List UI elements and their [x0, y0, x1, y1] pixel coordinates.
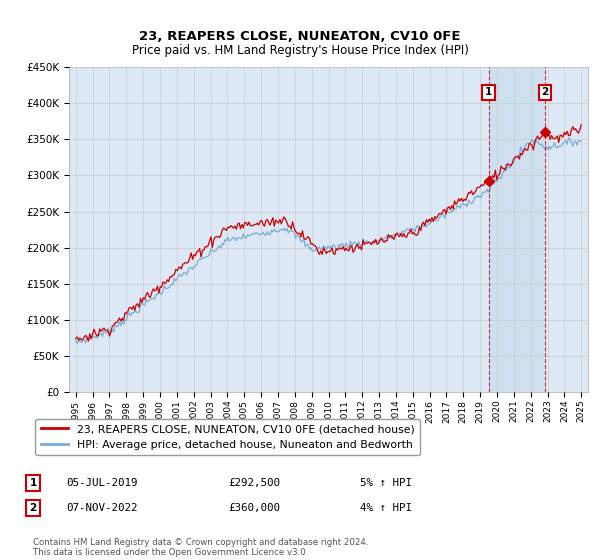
Text: 2: 2 — [29, 503, 37, 513]
Text: 5% ↑ HPI: 5% ↑ HPI — [360, 478, 412, 488]
Text: Contains HM Land Registry data © Crown copyright and database right 2024.
This d: Contains HM Land Registry data © Crown c… — [33, 538, 368, 557]
Text: £360,000: £360,000 — [228, 503, 280, 513]
Bar — [488, 67, 545, 392]
Legend: 23, REAPERS CLOSE, NUNEATON, CV10 0FE (detached house), HPI: Average price, deta: 23, REAPERS CLOSE, NUNEATON, CV10 0FE (d… — [35, 419, 420, 455]
Text: 23, REAPERS CLOSE, NUNEATON, CV10 0FE: 23, REAPERS CLOSE, NUNEATON, CV10 0FE — [139, 30, 461, 43]
Text: Price paid vs. HM Land Registry's House Price Index (HPI): Price paid vs. HM Land Registry's House … — [131, 44, 469, 57]
Text: 07-NOV-2022: 07-NOV-2022 — [66, 503, 137, 513]
Text: 1: 1 — [29, 478, 37, 488]
Text: 2: 2 — [541, 87, 548, 97]
Text: 1: 1 — [485, 87, 492, 97]
Text: 05-JUL-2019: 05-JUL-2019 — [66, 478, 137, 488]
Text: £292,500: £292,500 — [228, 478, 280, 488]
Text: 4% ↑ HPI: 4% ↑ HPI — [360, 503, 412, 513]
